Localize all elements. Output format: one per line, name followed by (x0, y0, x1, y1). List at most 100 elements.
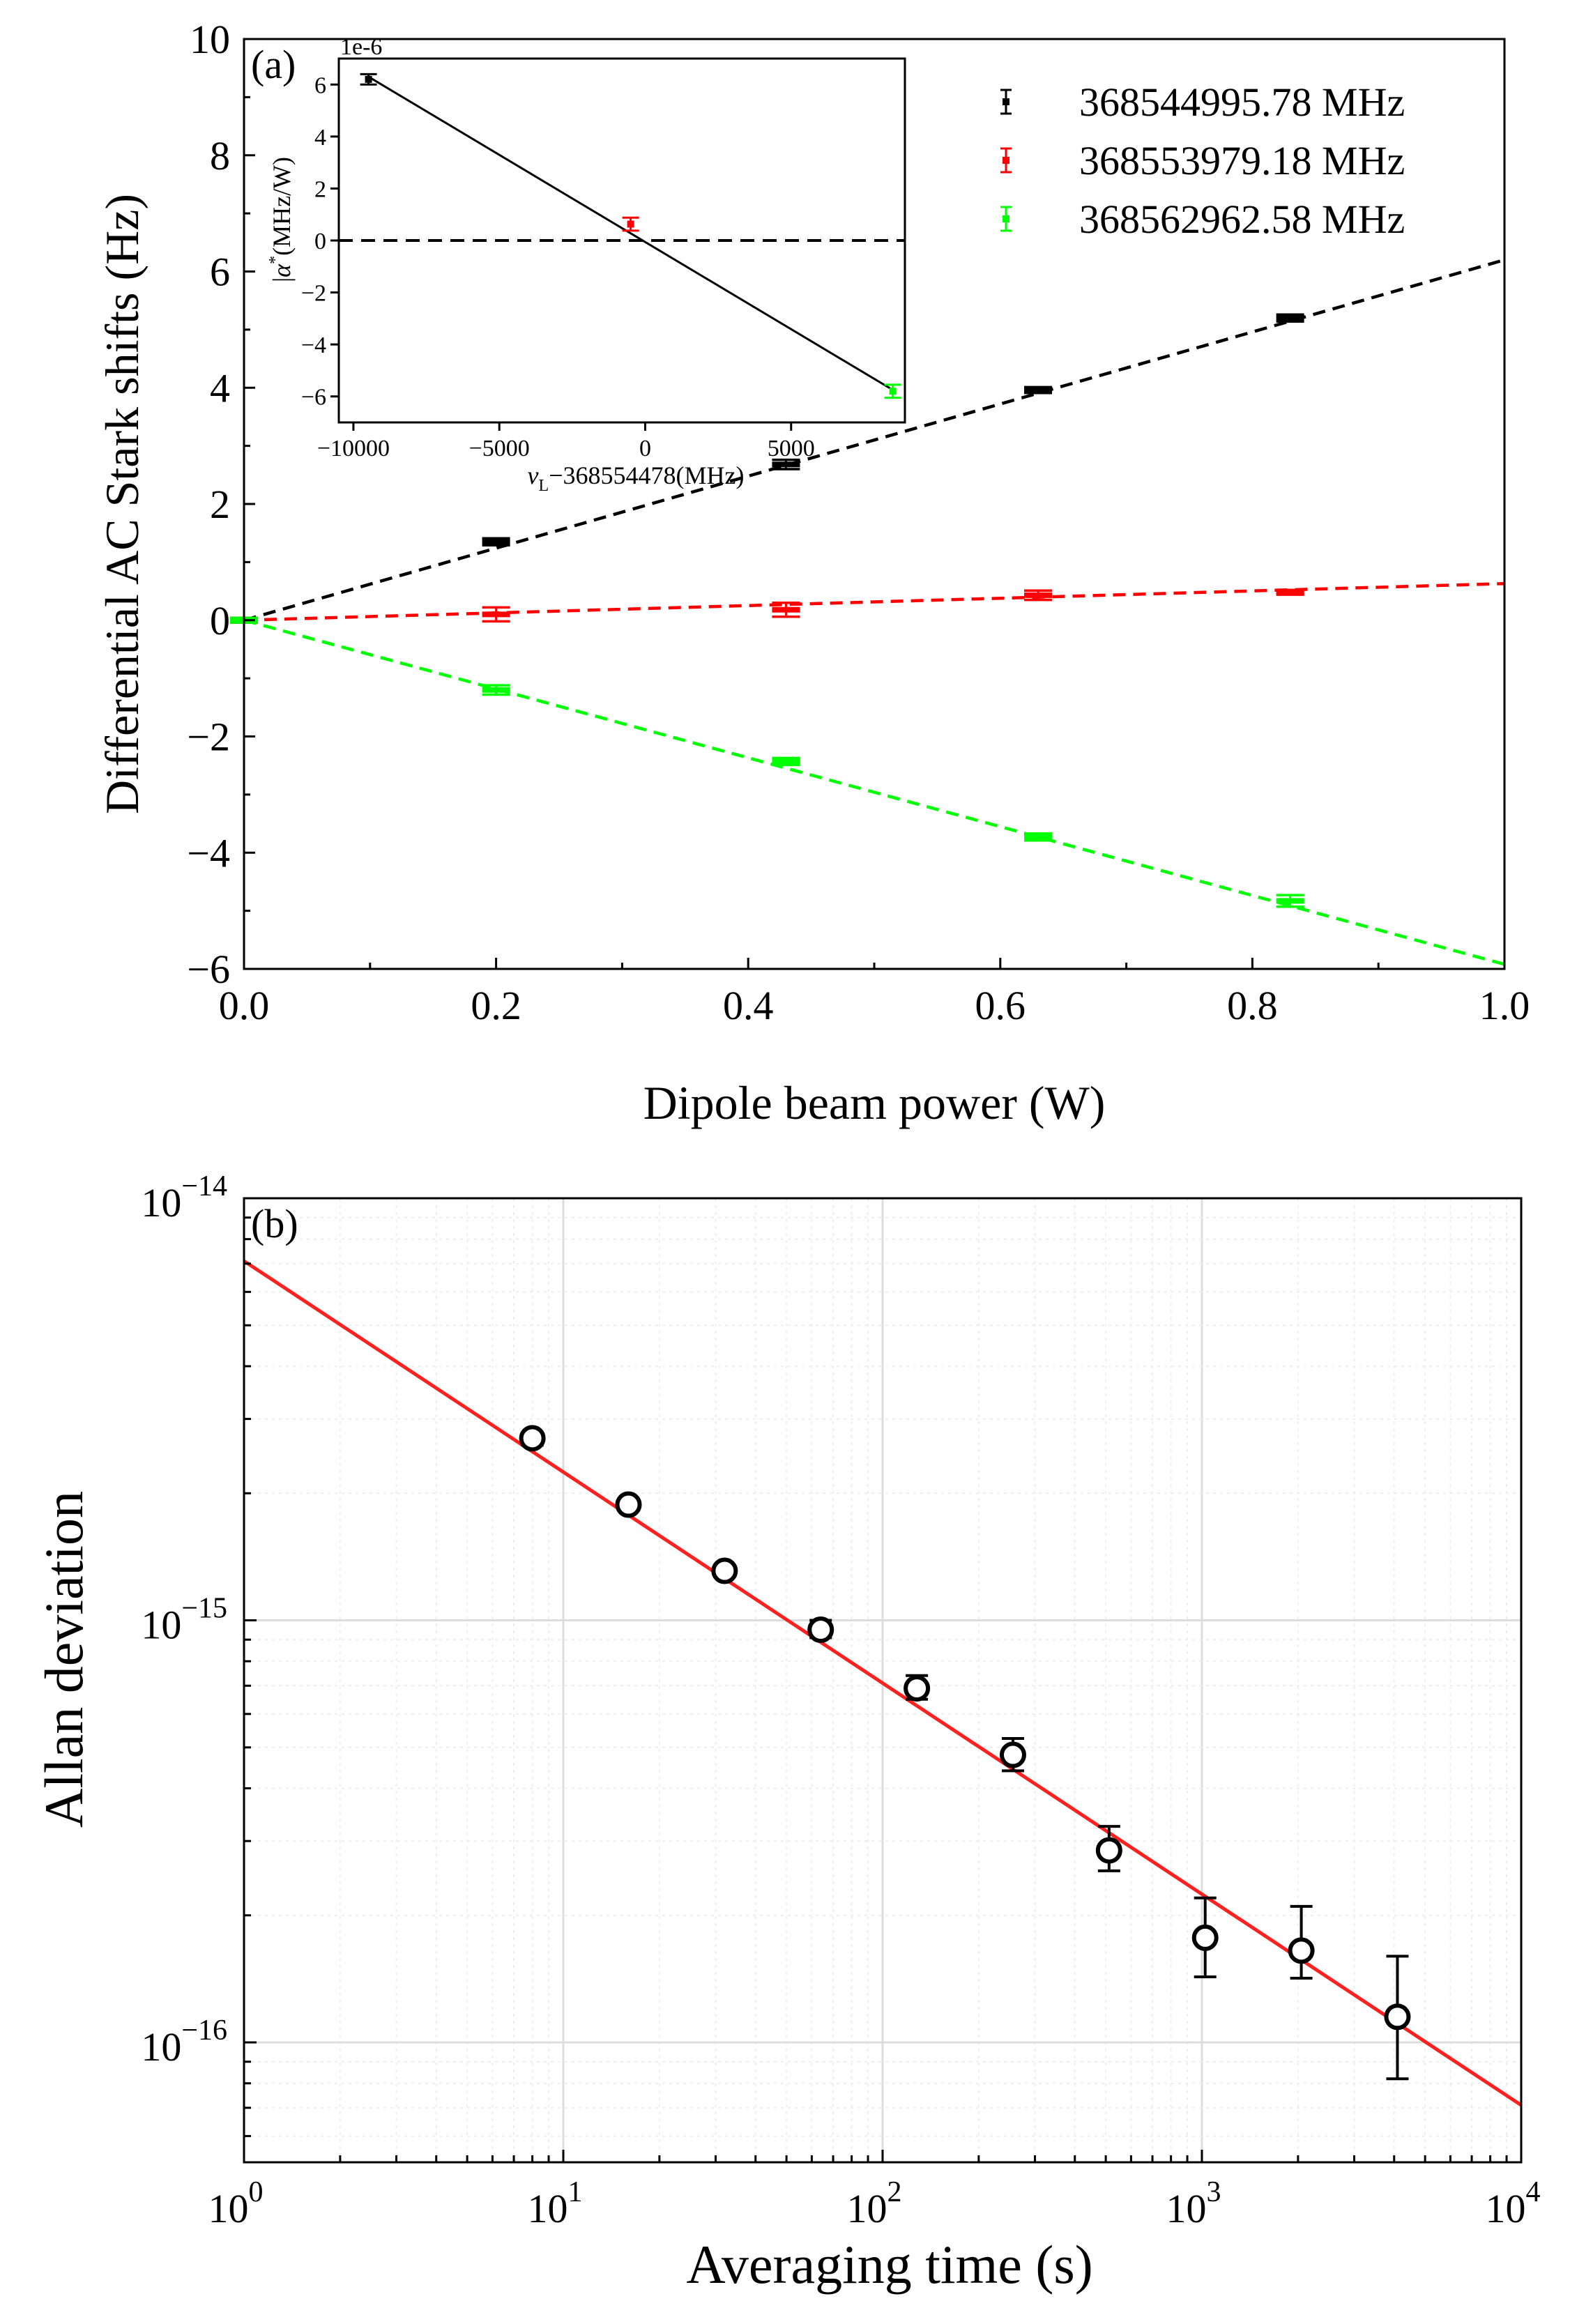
y-tick-label: −6 (187, 947, 230, 992)
panel-b-data (243, 1259, 1523, 2107)
data-point (711, 1557, 738, 1584)
data-point (482, 611, 510, 618)
inset-xlabel-main: v (528, 461, 539, 489)
y-tick-label: 10−16 (141, 2015, 227, 2070)
data-point (1024, 834, 1053, 840)
inset-y-tick-label: 6 (314, 72, 326, 98)
y-tick-label: 4 (210, 365, 230, 411)
x-tick-exponent: 3 (1207, 2176, 1221, 2208)
inset-x-tick-label: −10000 (317, 436, 390, 461)
panel-a: 0.0 0.2 0.4 0.6 0.8 1.0 −6 −4 −2 0 2 4 6 8 10 (a) Dipo… (96, 17, 1530, 1129)
panel-b-x-axis-title: Averaging time (s) (686, 2234, 1092, 2295)
data-point (1191, 1924, 1219, 1951)
inset-fit-line (367, 75, 894, 391)
legend-marker (1003, 157, 1009, 164)
y-tick-exponent: −15 (181, 1593, 227, 1625)
panel-a-label: (a) (251, 42, 296, 87)
inset-y-tick-label: 2 (314, 176, 326, 202)
panel-a-y-axis-title: Differential AC Stark shifts (Hz) (96, 194, 148, 814)
x-tick-label: 0.8 (1227, 983, 1278, 1028)
inset-x-axis-title: vL−368554478(MHz) (528, 461, 745, 495)
y-tick-exponent: −16 (181, 2015, 227, 2047)
inset-xlabel-rest: −368554478(MHz) (549, 461, 744, 489)
y-tick-exponent: −14 (181, 1170, 227, 1202)
inset-ylabel-sup: * (266, 256, 284, 264)
x-tick-label: 0.2 (471, 983, 521, 1028)
x-tick-base: 10 (1486, 2186, 1526, 2231)
inset-offset-text: 1e-6 (340, 34, 382, 60)
data-point (772, 606, 800, 613)
y-tick-label: 2 (210, 482, 230, 527)
data-point (999, 1741, 1026, 1768)
y-tick-base: 10 (141, 1180, 181, 1225)
x-tick-label: 101 (528, 2176, 583, 2231)
data-point (519, 1425, 546, 1452)
inset-ticks: −10000 −5000 0 5000 −6 −4 −2 0 2 4 6 (301, 72, 815, 461)
data-point (1024, 387, 1053, 393)
data-point (772, 461, 800, 468)
data-point (482, 539, 510, 545)
data-point (1276, 898, 1304, 904)
data-point (1288, 1937, 1315, 1964)
panel-b-y-axis-title: Allan deviation (33, 1491, 94, 1828)
inset-y-tick-label: 0 (314, 229, 326, 254)
inset-y-tick-label: −6 (301, 385, 326, 411)
legend-marker (1003, 215, 1009, 222)
inset-xlabel-sub: L (539, 477, 549, 495)
x-tick-exponent: 0 (249, 2176, 264, 2208)
inset-data (339, 72, 905, 399)
legend-label: 368544995.78 MHz (1079, 79, 1405, 125)
panel-b-label: (b) (251, 1201, 298, 1246)
y-tick-label: 10−14 (141, 1170, 227, 1225)
y-tick-label: 10−15 (141, 1593, 227, 1648)
data-point (807, 1616, 834, 1644)
y-tick-base: 10 (141, 1603, 181, 1648)
y-tick-label: −4 (187, 830, 230, 876)
inset-y-axis-title: |α*(MHz/W) (266, 157, 296, 282)
x-tick-base: 10 (528, 2186, 568, 2231)
fit-line (243, 581, 1505, 622)
panel-a-inset: −10000 −5000 0 5000 −6 −4 −2 0 2 4 6 1e-6 vL−36855… (266, 34, 906, 495)
x-tick-exponent: 1 (568, 2176, 583, 2208)
inset-data-point (889, 388, 897, 395)
y-tick-base: 10 (141, 2024, 181, 2070)
inset-x-tick-label: 0 (639, 436, 651, 461)
inset-y-tick-label: −2 (301, 281, 326, 307)
y-tick-label: 10 (190, 17, 230, 62)
inset-x-tick-label: 5000 (768, 436, 815, 461)
x-tick-label: 1.0 (1479, 983, 1530, 1028)
data-point (615, 1491, 642, 1518)
data-point (482, 687, 510, 693)
x-tick-exponent: 2 (887, 2176, 902, 2208)
inset-data-point (627, 220, 634, 228)
x-tick-label: 0.6 (975, 983, 1026, 1028)
panel-a-ticks: 0.0 0.2 0.4 0.6 0.8 1.0 −6 −4 −2 0 2 4 6 8 10 (187, 17, 1530, 1028)
y-tick-label: 0 (210, 598, 230, 643)
data-point (1276, 315, 1304, 321)
y-tick-label: 6 (210, 250, 230, 295)
x-tick-base: 10 (847, 2186, 887, 2231)
fit-line (243, 618, 1505, 966)
x-tick-label: 104 (1486, 2176, 1541, 2231)
legend-label: 368562962.58 MHz (1079, 197, 1405, 242)
panel-a-legend: 368544995.78 MHz 368553979.18 MHz 36856296… (1000, 79, 1405, 242)
inset-x-tick-label: −5000 (469, 436, 530, 461)
legend-marker (1003, 98, 1009, 105)
panel-a-data (230, 258, 1505, 966)
x-tick-base: 10 (1166, 2186, 1207, 2231)
y-tick-label: −2 (187, 714, 230, 760)
x-tick-label: 0.0 (219, 983, 270, 1028)
data-point (1024, 592, 1053, 598)
data-point (1384, 2003, 1411, 2031)
inset-y-tick-label: 4 (314, 125, 326, 151)
legend-label: 368553979.18 MHz (1079, 138, 1405, 183)
x-tick-label: 0.4 (723, 983, 774, 1028)
x-tick-exponent: 4 (1526, 2176, 1541, 2208)
inset-data-point (365, 75, 372, 83)
inset-y-tick-label: −4 (301, 332, 326, 358)
y-tick-label: 8 (210, 133, 230, 178)
data-point (1095, 1837, 1122, 1864)
x-tick-label: 103 (1166, 2176, 1221, 2231)
